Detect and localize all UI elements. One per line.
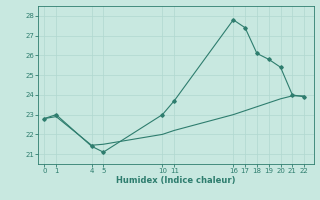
X-axis label: Humidex (Indice chaleur): Humidex (Indice chaleur) <box>116 176 236 185</box>
